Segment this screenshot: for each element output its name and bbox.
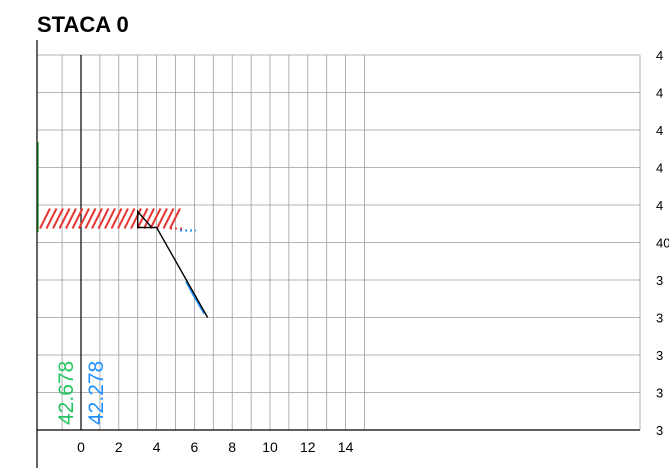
x-tick-label: 6 (191, 439, 199, 455)
x-tick-label: 2 (115, 439, 123, 455)
cut-hatch-stroke (78, 208, 90, 229)
cut-hatch-stroke (162, 208, 175, 229)
profile-lines (37, 142, 209, 318)
y-tick-label: 4 (656, 86, 663, 101)
cut-hatch-stroke (104, 208, 116, 229)
y-tick-label: 3 (656, 423, 663, 438)
cut-hatch-stroke (123, 208, 136, 229)
project-flag (137, 209, 154, 229)
cut-hatch-stroke (156, 208, 168, 229)
y-tick-label: 3 (656, 311, 663, 326)
cut-hatch-stroke (149, 208, 162, 229)
x-tick-label: 0 (77, 439, 85, 455)
cut-hatch-stroke (84, 208, 97, 229)
cut-hatch-stroke (39, 208, 51, 229)
cut-hatch-stroke (71, 208, 84, 229)
x-tick-label: 8 (228, 439, 236, 455)
cut-hatch-stroke (52, 208, 64, 229)
cut-hatch-stroke (117, 208, 129, 229)
fill-hatch-stroke (199, 305, 206, 315)
cut-hatch-stroke (97, 208, 110, 229)
y-tick-labels: 4 4 4 4 4 40 3 3 3 3 3 (656, 48, 669, 438)
project-line (151, 226, 209, 318)
y-tick-label: 3 (656, 386, 663, 401)
x-tick-label: 10 (262, 439, 278, 455)
cut-hatch-stroke (91, 208, 103, 229)
cut-hatch-stroke (169, 208, 181, 229)
y-tick-label: 3 (656, 348, 663, 363)
cut-hatch-stroke (143, 208, 155, 229)
y-tick-label: 40 (656, 236, 669, 251)
grid (37, 54, 641, 431)
y-tick-label: 4 (656, 48, 663, 63)
x-tick-labels: 0 2 4 6 8 10 12 14 (77, 439, 353, 455)
x-tick-label: 14 (338, 439, 354, 455)
cut-hatch-stroke (130, 208, 142, 229)
vertical-labels: 42.678 42.278 (55, 361, 108, 425)
x-tick-label: 12 (300, 439, 316, 455)
fill-hatch-stroke (192, 293, 202, 309)
hatches (39, 208, 206, 315)
page-title: STACA 0 (37, 12, 129, 37)
y-tick-label: 3 (656, 273, 663, 288)
elevation-label: 42.678 (55, 361, 78, 425)
elevation-label: 42.278 (85, 361, 108, 425)
x-tick-label: 4 (153, 439, 161, 455)
y-tick-label: 4 (656, 161, 663, 176)
cut-hatch-stroke (65, 208, 77, 229)
cut-hatch-stroke (45, 208, 58, 229)
y-tick-label: 4 (656, 123, 663, 138)
cut-hatch-stroke (110, 208, 123, 229)
cut-hatch-stroke (58, 208, 71, 229)
y-tick-label: 4 (656, 198, 663, 213)
cut-hatch-stroke (136, 208, 149, 229)
